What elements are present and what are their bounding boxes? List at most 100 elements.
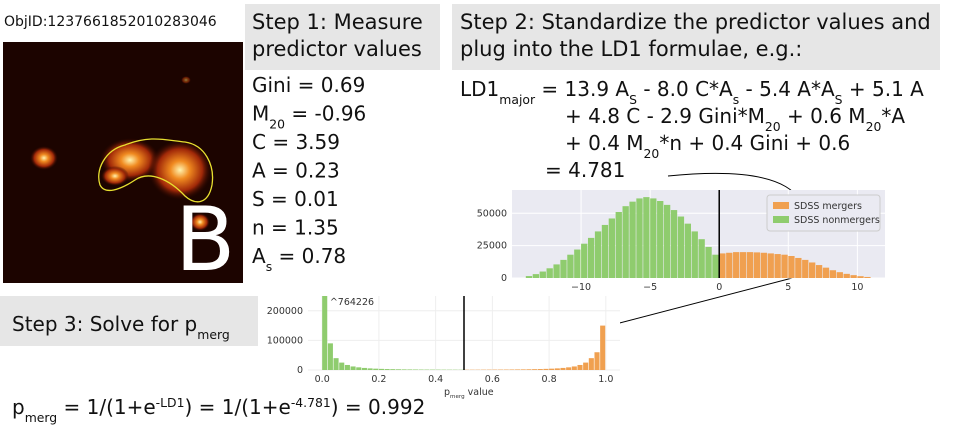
bar xyxy=(327,343,333,370)
predictor: Gini = 0.69 xyxy=(252,73,365,97)
subscript: 20 xyxy=(866,119,882,134)
bar xyxy=(822,267,830,278)
predictor: n = 1.35 xyxy=(252,216,339,240)
superscript: -LD1 xyxy=(156,395,185,410)
text-part: *A xyxy=(881,104,905,128)
bar xyxy=(809,262,816,278)
x-tick-label: 0.8 xyxy=(542,374,557,385)
bars xyxy=(322,296,606,370)
bar xyxy=(560,259,567,278)
bar xyxy=(691,231,698,278)
predictor: A = 0.23 xyxy=(252,159,340,183)
bar xyxy=(520,369,526,370)
bar xyxy=(339,362,345,370)
bar xyxy=(815,265,823,278)
subscript: merg xyxy=(197,327,229,342)
subscript: S xyxy=(835,92,843,107)
bar xyxy=(553,264,560,278)
bar xyxy=(857,276,864,278)
legend-label: SDSS nonmergers xyxy=(794,215,880,226)
bar xyxy=(407,369,413,370)
text-part: = 4.781 xyxy=(545,158,625,182)
bar xyxy=(395,369,401,370)
text-part: value xyxy=(465,387,494,398)
x-axis-label: pmerg value xyxy=(444,387,494,400)
text-part: C = 3.59 xyxy=(252,130,340,154)
bar xyxy=(836,272,843,278)
bar xyxy=(705,246,712,278)
bar xyxy=(525,276,533,278)
legend-label: SDSS mergers xyxy=(794,201,862,212)
text-part: M xyxy=(252,102,269,126)
x-tick-label: 0 xyxy=(716,282,722,293)
bar xyxy=(650,198,657,278)
bar xyxy=(554,368,560,370)
step1-title: predictor values xyxy=(252,37,422,61)
subscript: merg xyxy=(450,394,465,400)
bar xyxy=(753,252,761,278)
text-part: S = 0.01 xyxy=(252,187,339,211)
bar xyxy=(843,273,850,278)
bar xyxy=(350,366,356,370)
text-part: = 1/(1+e xyxy=(57,395,156,419)
bar xyxy=(594,231,602,278)
bar xyxy=(746,252,754,278)
panel-letter: B xyxy=(175,188,235,291)
bar xyxy=(356,367,362,370)
bar xyxy=(663,204,671,278)
x-tick-label: 5 xyxy=(785,282,791,293)
bar xyxy=(726,252,733,278)
bar xyxy=(577,364,583,370)
bar xyxy=(537,369,543,370)
bar xyxy=(636,198,643,278)
bar xyxy=(601,224,609,278)
step2-title: plug into the LD1 formulae, e.g.: xyxy=(460,37,802,61)
bar xyxy=(412,369,419,370)
text-part: *n + 0.4 Gini + 0.6 xyxy=(659,131,850,155)
step1-title: Step 1: Measure xyxy=(252,10,423,34)
predictor: M20 = -0.96 xyxy=(252,102,366,132)
predictor: S = 0.01 xyxy=(252,187,339,211)
bar xyxy=(795,257,802,278)
formula-line: = 4.781 xyxy=(545,158,625,182)
bar xyxy=(712,254,719,278)
bar xyxy=(781,254,788,278)
bar xyxy=(532,369,538,370)
x-tick-label: 0.0 xyxy=(315,374,330,385)
result-formula: pmerg = 1/(1+e-LD1) = 1/(1+e-4.781) = 0.… xyxy=(12,395,425,425)
bar xyxy=(333,358,339,370)
text-part: + 0.4 M xyxy=(565,131,644,155)
bar xyxy=(733,252,740,278)
text-part: ) = 0.992 xyxy=(331,395,426,419)
bar xyxy=(526,369,532,370)
bar xyxy=(767,253,774,278)
object-id: ObjID:1237661852010283046 xyxy=(4,14,217,30)
formula-line: + 4.8 C - 2.9 Gini*M20 + 0.6 M20*A xyxy=(565,104,905,134)
subscript: s xyxy=(733,92,739,107)
text-part: + 4.8 C - 2.9 Gini*M xyxy=(565,104,765,128)
bar xyxy=(539,271,546,278)
bar xyxy=(677,216,685,278)
subscript: 20 xyxy=(765,119,781,134)
bar xyxy=(515,369,521,370)
bar xyxy=(566,367,572,370)
annotation: ^764226 xyxy=(330,297,374,308)
step3-title: Step 3: Solve for pmerg xyxy=(12,312,230,342)
bar xyxy=(574,249,581,278)
bar xyxy=(600,325,606,370)
x-tick-label: −10 xyxy=(571,282,591,293)
step2-box xyxy=(452,4,940,70)
bar xyxy=(373,368,379,370)
text-part: A = 0.23 xyxy=(252,159,340,183)
text-part: Step 3: Solve for p xyxy=(12,312,197,336)
text-part: p xyxy=(12,395,25,419)
bar xyxy=(864,276,871,278)
x-tick-label: 0.6 xyxy=(485,374,500,385)
bar xyxy=(594,352,600,370)
bar xyxy=(390,369,396,370)
y-tick-label: 100000 xyxy=(267,335,303,346)
bar xyxy=(588,358,594,370)
x-tick-label: 10 xyxy=(851,282,863,293)
bar xyxy=(670,210,678,278)
